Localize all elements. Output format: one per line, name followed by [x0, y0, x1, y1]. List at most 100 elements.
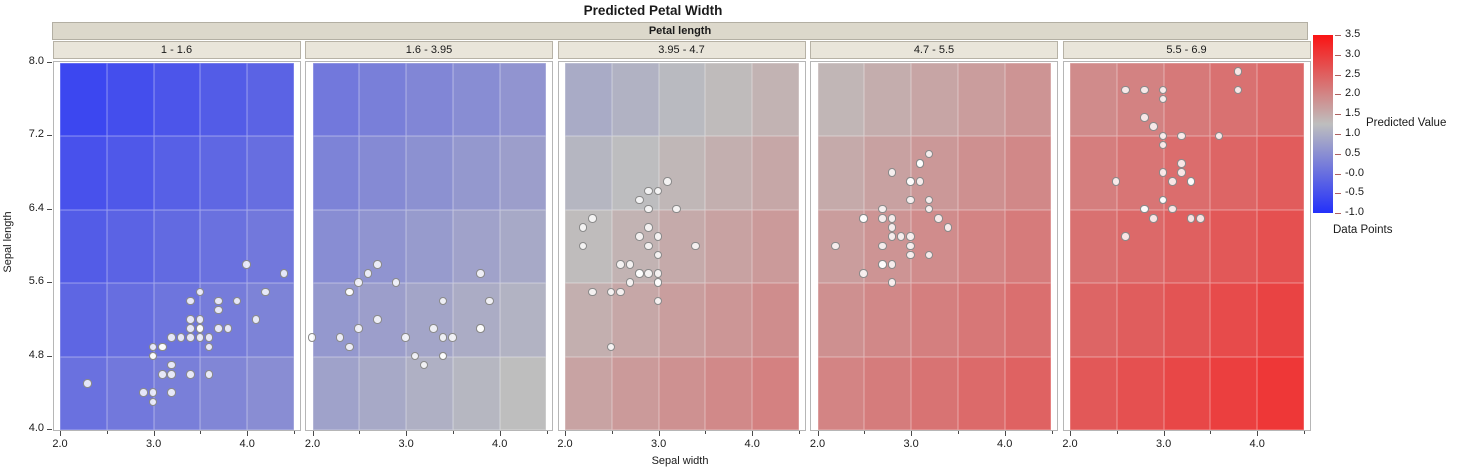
data-point-marker[interactable]	[419, 360, 429, 370]
data-point-marker[interactable]	[373, 315, 382, 324]
data-point-marker[interactable]	[644, 204, 653, 214]
data-point-marker[interactable]	[158, 370, 167, 379]
data-point-marker[interactable]	[186, 333, 195, 342]
data-point-marker[interactable]	[354, 324, 363, 333]
data-point-marker[interactable]	[1214, 131, 1224, 141]
facet-panel[interactable]	[810, 61, 1058, 431]
legend-gradient-bar[interactable]	[1313, 35, 1333, 213]
data-point-marker[interactable]	[616, 260, 625, 269]
data-point-marker[interactable]	[176, 333, 186, 342]
data-point-marker[interactable]	[391, 278, 401, 287]
data-point-marker[interactable]	[148, 351, 158, 361]
data-point-marker[interactable]	[672, 204, 681, 214]
data-point-marker[interactable]	[345, 342, 354, 352]
data-point-marker[interactable]	[485, 296, 494, 306]
data-point-marker[interactable]	[578, 241, 588, 251]
data-point-marker[interactable]	[924, 149, 934, 159]
facet-panel[interactable]	[557, 61, 806, 431]
data-point-marker[interactable]	[606, 342, 616, 352]
data-point-marker[interactable]	[831, 241, 840, 251]
data-point-marker[interactable]	[1158, 168, 1168, 177]
data-point-marker[interactable]	[859, 214, 868, 223]
data-point-marker[interactable]	[1158, 140, 1168, 150]
data-point-marker[interactable]	[924, 195, 934, 205]
data-point-marker[interactable]	[186, 315, 195, 324]
data-point-marker[interactable]	[158, 342, 167, 352]
data-point-marker[interactable]	[653, 186, 663, 196]
data-point-marker[interactable]	[653, 269, 663, 278]
data-point-marker[interactable]	[1177, 131, 1186, 141]
data-point-marker[interactable]	[373, 260, 382, 269]
data-point-marker[interactable]	[616, 287, 625, 297]
data-point-marker[interactable]	[204, 342, 214, 352]
data-point-marker[interactable]	[204, 370, 214, 379]
data-point-marker[interactable]	[887, 168, 897, 177]
data-point-marker[interactable]	[906, 195, 915, 205]
data-point-marker[interactable]	[148, 342, 158, 352]
data-point-marker[interactable]	[1186, 177, 1196, 186]
data-point-marker[interactable]	[915, 177, 925, 186]
data-point-marker[interactable]	[167, 360, 176, 370]
data-point-marker[interactable]	[242, 260, 251, 269]
data-point-marker[interactable]	[644, 223, 653, 232]
data-point-marker[interactable]	[887, 223, 897, 232]
data-point-marker[interactable]	[915, 159, 925, 168]
data-point-marker[interactable]	[167, 388, 176, 397]
data-point-marker[interactable]	[1121, 232, 1130, 241]
data-point-marker[interactable]	[1140, 85, 1149, 95]
data-point-marker[interactable]	[1168, 204, 1177, 214]
data-point-marker[interactable]	[635, 195, 644, 205]
data-point-marker[interactable]	[1196, 214, 1205, 223]
data-point-marker[interactable]	[448, 333, 457, 342]
facet-panel[interactable]	[52, 61, 301, 431]
data-point-marker[interactable]	[1149, 122, 1158, 131]
data-point-marker[interactable]	[1233, 85, 1243, 95]
data-point-marker[interactable]	[251, 315, 261, 324]
data-point-marker[interactable]	[1158, 94, 1168, 104]
data-point-marker[interactable]	[204, 333, 214, 342]
data-point-marker[interactable]	[606, 287, 616, 297]
data-point-marker[interactable]	[261, 287, 270, 297]
facet-panel[interactable]	[1062, 61, 1311, 431]
data-point-marker[interactable]	[214, 305, 223, 315]
data-point-marker[interactable]	[148, 397, 158, 407]
data-point-marker[interactable]	[363, 269, 373, 278]
data-point-marker[interactable]	[83, 379, 92, 388]
data-point-marker[interactable]	[410, 351, 420, 361]
data-point-marker[interactable]	[195, 333, 205, 342]
data-point-marker[interactable]	[1158, 131, 1168, 141]
data-point-marker[interactable]	[1121, 85, 1130, 95]
data-point-marker[interactable]	[214, 324, 223, 333]
data-point-marker[interactable]	[1158, 85, 1168, 95]
data-point-marker[interactable]	[887, 278, 897, 287]
data-point-marker[interactable]	[186, 370, 195, 379]
data-point-marker[interactable]	[878, 260, 887, 269]
data-point-marker[interactable]	[1177, 159, 1186, 168]
data-point-marker[interactable]	[186, 324, 195, 333]
data-point-marker[interactable]	[691, 241, 700, 251]
data-point-marker[interactable]	[186, 296, 195, 306]
data-point-marker[interactable]	[1158, 195, 1168, 205]
data-point-marker[interactable]	[438, 351, 448, 361]
data-point-marker[interactable]	[279, 269, 289, 278]
data-point-marker[interactable]	[588, 214, 597, 223]
data-point-marker[interactable]	[214, 296, 223, 306]
data-point-marker[interactable]	[476, 324, 485, 333]
data-point-marker[interactable]	[223, 324, 233, 333]
data-point-marker[interactable]	[195, 315, 205, 324]
data-point-marker[interactable]	[859, 269, 868, 278]
data-point-marker[interactable]	[148, 388, 158, 397]
data-point-marker[interactable]	[906, 241, 915, 251]
data-point-marker[interactable]	[887, 260, 897, 269]
data-point-marker[interactable]	[906, 250, 915, 260]
data-point-marker[interactable]	[167, 370, 176, 379]
data-point-marker[interactable]	[195, 287, 205, 297]
data-point-marker[interactable]	[354, 278, 363, 287]
data-point-marker[interactable]	[307, 333, 317, 342]
data-point-marker[interactable]	[195, 324, 205, 333]
data-point-marker[interactable]	[1168, 177, 1177, 186]
data-point-marker[interactable]	[232, 296, 242, 306]
data-point-marker[interactable]	[625, 278, 635, 287]
data-point-marker[interactable]	[401, 333, 410, 342]
data-point-marker[interactable]	[588, 287, 597, 297]
